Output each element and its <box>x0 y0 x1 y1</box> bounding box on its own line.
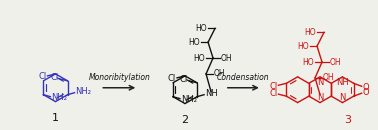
Text: Cl: Cl <box>38 72 46 81</box>
Text: HO: HO <box>304 28 316 37</box>
Text: OH: OH <box>221 54 232 63</box>
Text: HO: HO <box>189 38 200 47</box>
Text: HO: HO <box>302 58 314 67</box>
Text: HO: HO <box>195 24 207 33</box>
Text: Monoribitylation: Monoribitylation <box>88 73 150 82</box>
Text: Cl: Cl <box>50 73 59 82</box>
Text: OH: OH <box>323 73 335 82</box>
Text: N: N <box>317 78 323 87</box>
Text: N: N <box>317 93 323 102</box>
Text: HO: HO <box>297 42 309 51</box>
Text: 3: 3 <box>344 115 351 125</box>
Text: 1: 1 <box>52 113 59 123</box>
Text: OH: OH <box>214 69 226 78</box>
Text: NH₂: NH₂ <box>181 95 197 104</box>
Text: NH₂: NH₂ <box>76 87 91 96</box>
Text: NH₂: NH₂ <box>51 93 67 102</box>
Text: Condensation: Condensation <box>217 73 269 82</box>
Text: Cl: Cl <box>168 74 176 83</box>
Text: N: N <box>339 93 345 102</box>
Text: Cl: Cl <box>269 89 277 98</box>
Text: O: O <box>363 88 369 97</box>
Text: NH: NH <box>336 78 349 87</box>
Text: 2: 2 <box>181 115 189 125</box>
Text: NH: NH <box>205 89 218 98</box>
Text: OH: OH <box>330 58 342 67</box>
Text: HO: HO <box>194 54 205 63</box>
Text: Cl: Cl <box>180 75 188 84</box>
Text: Cl: Cl <box>269 82 277 91</box>
Text: O: O <box>363 83 369 92</box>
